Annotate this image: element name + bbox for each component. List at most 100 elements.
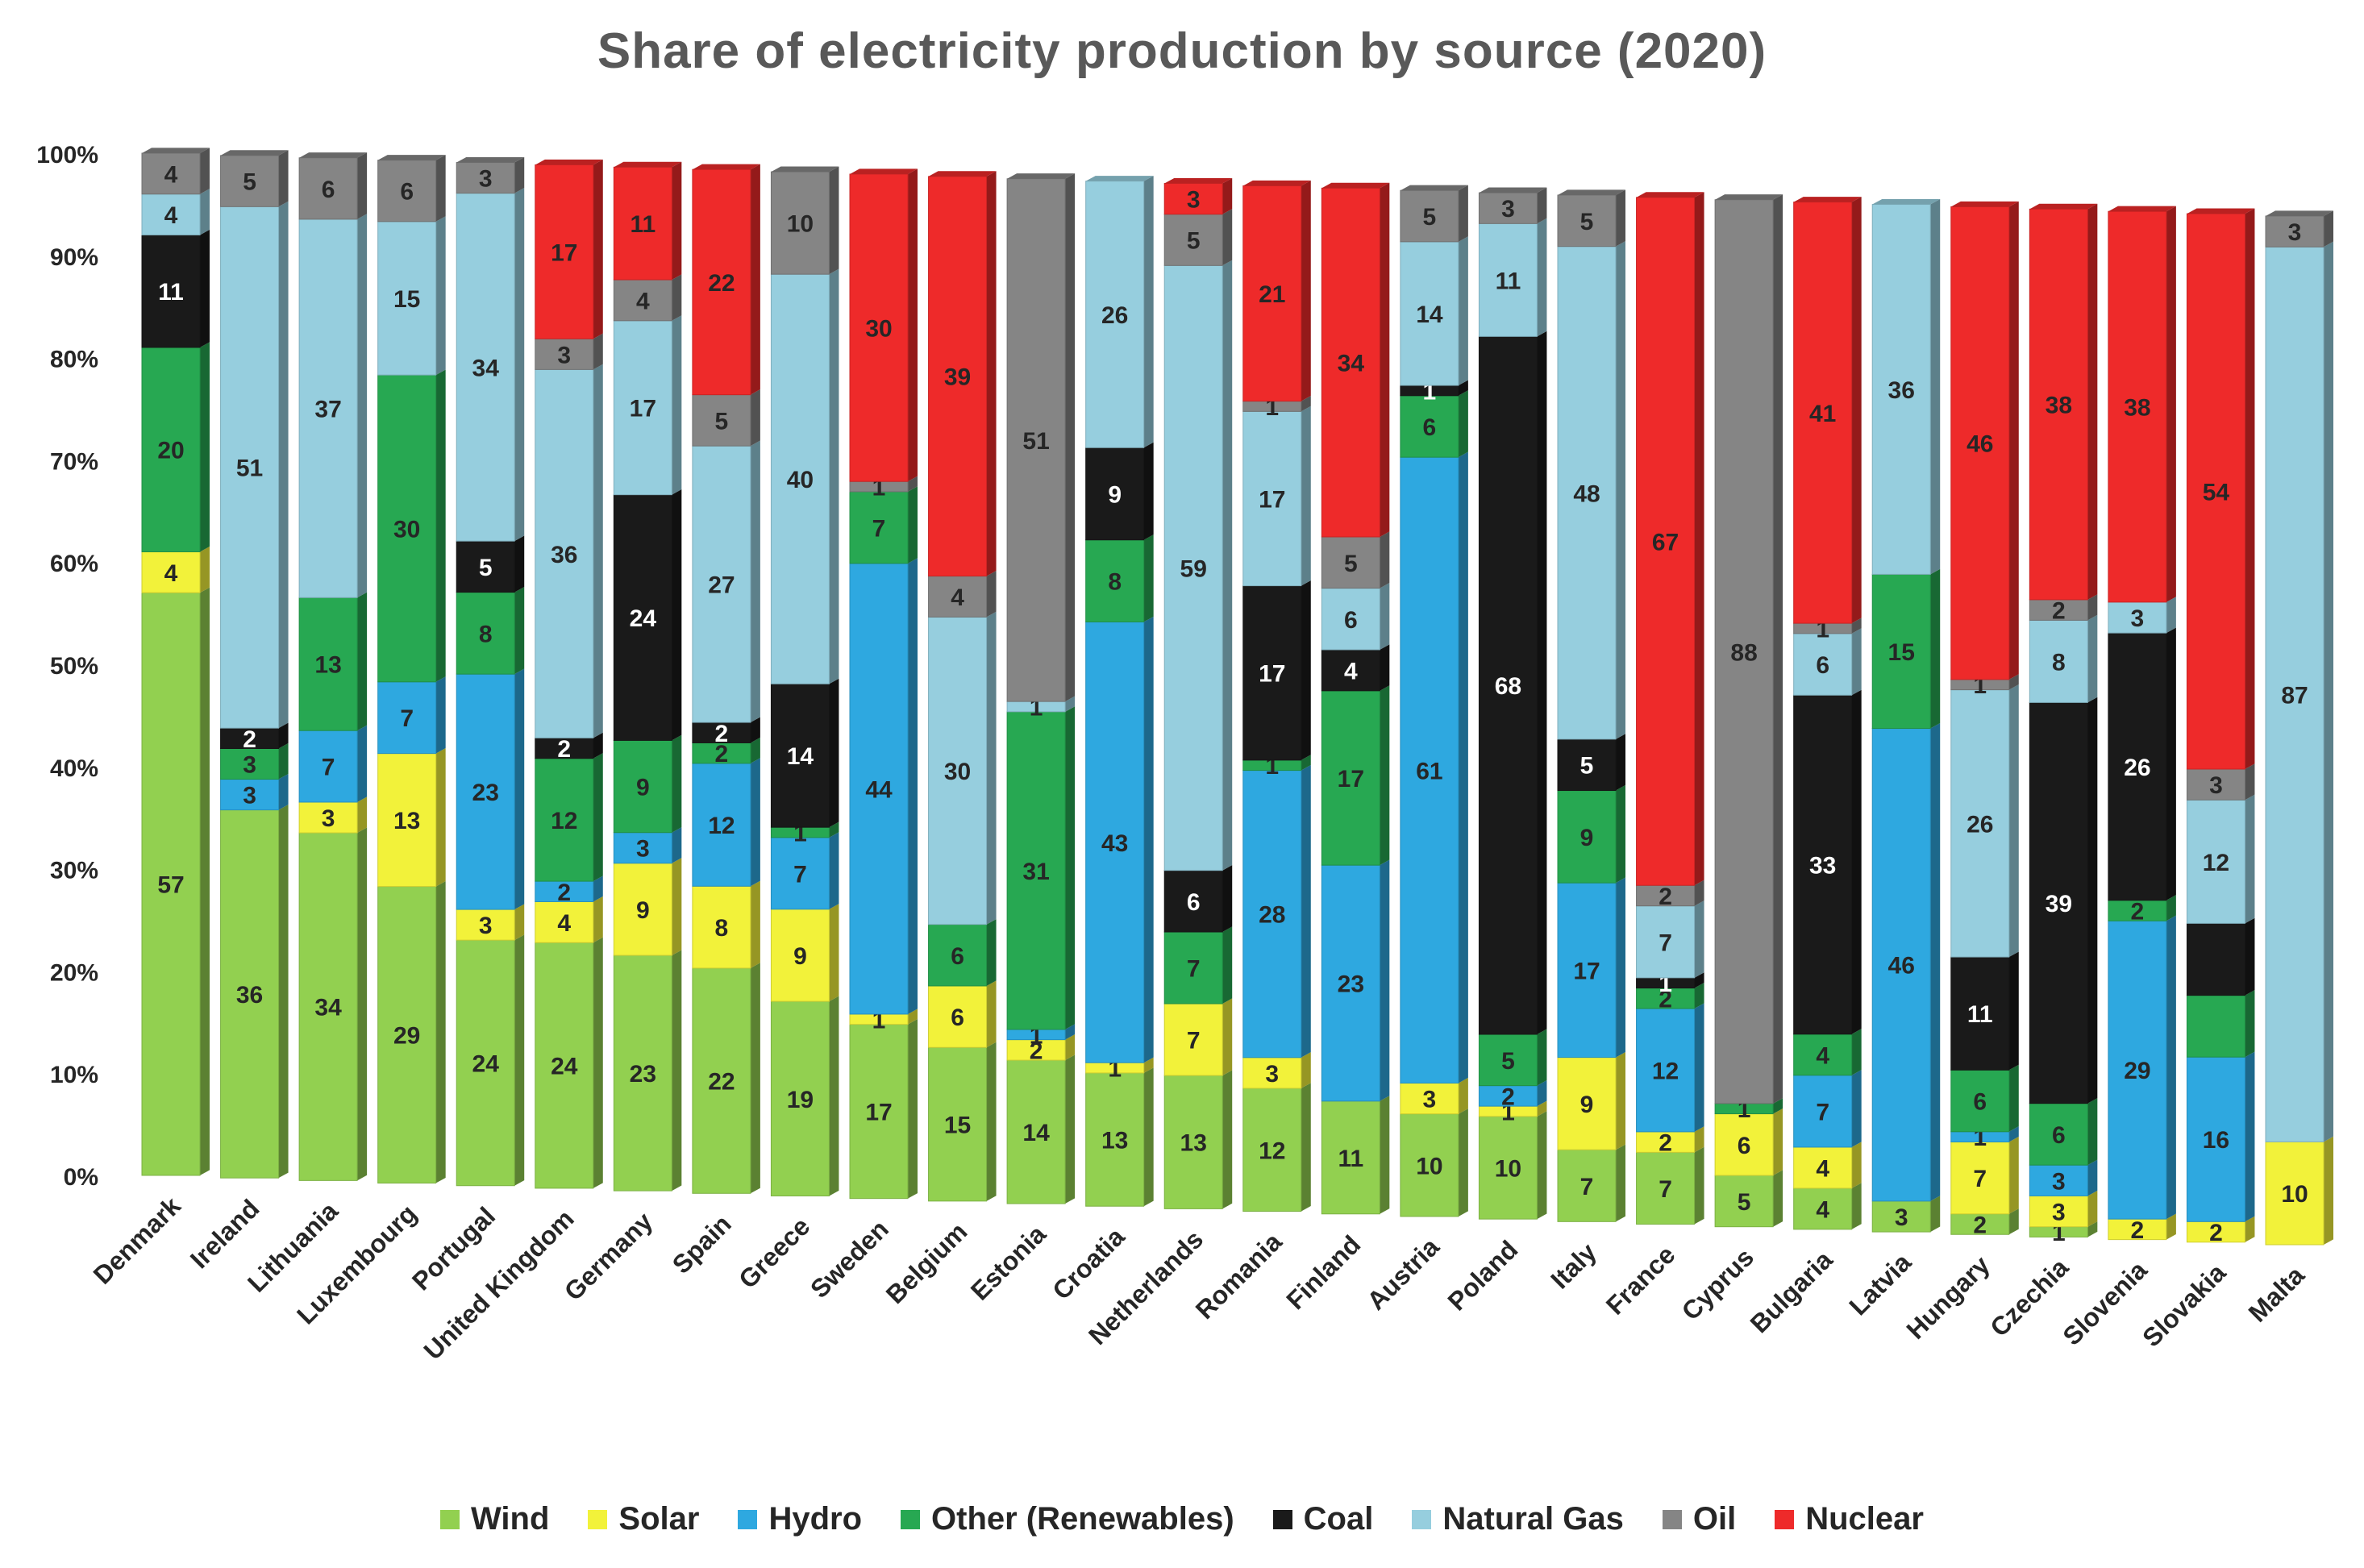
bar-segment-hydro	[456, 673, 515, 910]
data-label: 2	[557, 736, 571, 763]
bar-side-face	[750, 963, 760, 1194]
bar-side-face	[672, 161, 682, 281]
data-label: 10	[787, 211, 814, 238]
bar-side-face	[2324, 210, 2333, 247]
bar-segment-wind	[928, 1046, 988, 1202]
bar-side-face	[1773, 1108, 1783, 1176]
data-label: 2	[2209, 1220, 2223, 1246]
data-label: 27	[708, 572, 735, 599]
legend-label: Solar	[618, 1501, 700, 1537]
bar-segment-solar	[1400, 1083, 1459, 1115]
data-label: 7	[1187, 1028, 1201, 1054]
bar-side-face	[2245, 1216, 2255, 1242]
bar-segment-natural-gas	[220, 206, 280, 729]
data-label: 5	[1423, 204, 1437, 231]
bar-side-face	[908, 558, 918, 1014]
bar-side-face	[2087, 1190, 2098, 1227]
data-label: 13	[314, 652, 341, 679]
data-label: 13	[1180, 1130, 1207, 1157]
bar-segment-oil	[298, 157, 358, 220]
data-label: 6	[2052, 1122, 2066, 1149]
data-label: 34	[314, 995, 342, 1021]
bar-segment-hydro	[613, 832, 672, 864]
bar-side-face	[1143, 1057, 1154, 1073]
bar-segment-other-renewables	[535, 758, 594, 882]
data-label: 9	[1580, 1092, 1594, 1118]
bar-segment-other-renewables	[1163, 931, 1223, 1004]
bar-segment-natural-gas	[1085, 181, 1145, 448]
bar-side-face	[1537, 331, 1547, 1035]
bar-top-face	[1950, 201, 2019, 207]
data-label: 12	[2203, 850, 2229, 876]
bar-side-face	[1458, 380, 1468, 396]
bar-segment-coal	[692, 722, 751, 743]
x-category-label: Poland	[1442, 1235, 1524, 1316]
bar-side-face	[750, 717, 760, 743]
bar-side-face	[2008, 1136, 2019, 1214]
bar-segment-solar	[2265, 1141, 2324, 1246]
bar-segment-natural-gas	[1950, 689, 2010, 958]
bar-segment-nuclear	[1636, 197, 1696, 886]
x-category-label: Austria	[1361, 1232, 1445, 1316]
bar-segment-coal	[1950, 956, 2010, 1071]
bar-stack-germany: 23 9 3 9 24 17 4 11	[613, 161, 682, 1192]
data-label: 43	[1101, 830, 1128, 857]
legend-label: Wind	[471, 1501, 550, 1537]
bar-segment-oil	[1478, 192, 1538, 224]
bar-side-face	[2008, 684, 2019, 958]
bar-segment-coal	[220, 727, 280, 750]
bar-side-face	[278, 773, 289, 810]
data-label: 3	[1187, 187, 1201, 214]
bar-side-face	[1301, 764, 1311, 1058]
bar-side-face	[435, 880, 446, 1183]
legend-label: Other (Renewables)	[931, 1501, 1234, 1537]
bar-side-face	[986, 1042, 997, 1201]
data-label: 39	[944, 364, 971, 391]
data-label: 5	[1580, 753, 1594, 780]
bar-side-face	[1301, 1052, 1311, 1088]
data-label: 36	[551, 542, 577, 568]
bar-segment-oil	[1557, 194, 1617, 247]
x-category-label: Croatia	[1047, 1222, 1130, 1306]
bar-stack-united-kingdom: 24 4 2 12 2 36 3 17	[535, 159, 603, 1189]
data-label: 6	[1816, 652, 1829, 679]
data-label: 8	[715, 915, 729, 942]
bar-segment-coal	[1085, 447, 1145, 541]
data-label: 14	[1022, 1120, 1050, 1146]
bar-segment-natural-gas	[1636, 905, 1696, 979]
data-label: 40	[787, 467, 814, 493]
bar-side-face	[1851, 689, 1862, 1034]
bar-segment-nuclear	[1321, 187, 1380, 538]
legend-item: Hydro	[738, 1501, 862, 1537]
bar-segment-hydro	[1242, 770, 1302, 1059]
bar-segment-natural-gas	[535, 368, 594, 738]
data-label: 2	[1973, 1212, 1987, 1239]
bar-side-face	[2166, 206, 2176, 602]
bar-side-face	[357, 827, 368, 1181]
bar-top-face	[2108, 206, 2176, 212]
bar-segment-nuclear	[692, 168, 751, 396]
bar-side-face	[829, 678, 839, 828]
bar-segment-wind	[1163, 1075, 1223, 1209]
bar-side-face	[435, 155, 446, 222]
bar-segment-wind	[770, 1000, 830, 1196]
bar-side-face	[2324, 241, 2333, 1142]
y-tick-label: 10%	[50, 1062, 98, 1088]
data-label: 3	[479, 166, 493, 193]
bar-segment-hydro	[220, 779, 280, 811]
data-label: 26	[1967, 811, 1993, 838]
data-label: 29	[393, 1023, 420, 1050]
x-category-label: Latvia	[1843, 1247, 1917, 1321]
y-tick-label: 0%	[64, 1164, 98, 1191]
bar-segment-natural-gas	[770, 273, 830, 684]
bar-side-face	[2245, 794, 2255, 924]
data-label: 2	[1501, 1083, 1515, 1110]
bar-side-face	[1773, 194, 1783, 1104]
bar-side-face	[1301, 406, 1311, 586]
bar-side-face	[514, 156, 525, 193]
bar-segment-coal	[2029, 701, 2088, 1104]
data-label: 12	[708, 813, 735, 839]
bar-side-face	[750, 389, 760, 447]
legend-swatch	[901, 1509, 921, 1529]
bar-side-face	[750, 880, 760, 968]
